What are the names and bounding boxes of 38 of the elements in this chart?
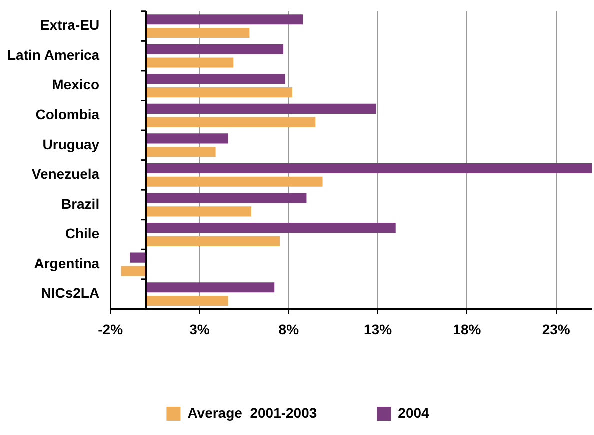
bar: [146, 296, 228, 306]
bar: [146, 74, 286, 84]
x-tick-label: 3%: [190, 321, 210, 338]
y-tick-label: Latin America: [8, 46, 100, 63]
x-tick-label: -2%: [98, 321, 124, 338]
bar: [146, 44, 284, 54]
bar: [146, 193, 307, 204]
legend-label: 2004: [398, 404, 430, 421]
x-tick-label: 13%: [364, 321, 393, 338]
bar: [121, 266, 146, 276]
bar: [146, 206, 252, 217]
y-tick-label: Chile: [65, 226, 100, 242]
bar: [146, 104, 376, 114]
bar: [146, 28, 250, 38]
x-tick-label: 23%: [542, 321, 571, 338]
bar: [146, 163, 592, 174]
y-tick-label: Venezuela: [32, 166, 100, 182]
bar: [130, 252, 146, 263]
x-tick-label: 8%: [278, 321, 300, 338]
y-tick-label: Colombia: [36, 106, 100, 122]
bar: [146, 88, 292, 98]
bar: [146, 236, 280, 246]
y-tick-label: Mexico: [52, 76, 100, 93]
bar: [146, 223, 396, 234]
y-tick-label: Extra-EU: [40, 17, 100, 34]
bar: [146, 147, 216, 158]
y-tick-label: NICs2LA: [41, 285, 100, 302]
x-tick-label: 18%: [453, 321, 482, 338]
bar: [146, 14, 304, 25]
y-tick-label: Brazil: [61, 196, 100, 212]
bar: [146, 176, 323, 187]
y-tick-label: Argentina: [34, 255, 100, 272]
legend-label: Average 2001-2003: [188, 404, 318, 421]
y-tick-label: Uruguay: [42, 136, 100, 152]
bar: [146, 117, 316, 128]
bar: [146, 58, 234, 68]
bar: [146, 282, 275, 293]
bar: [146, 134, 228, 144]
